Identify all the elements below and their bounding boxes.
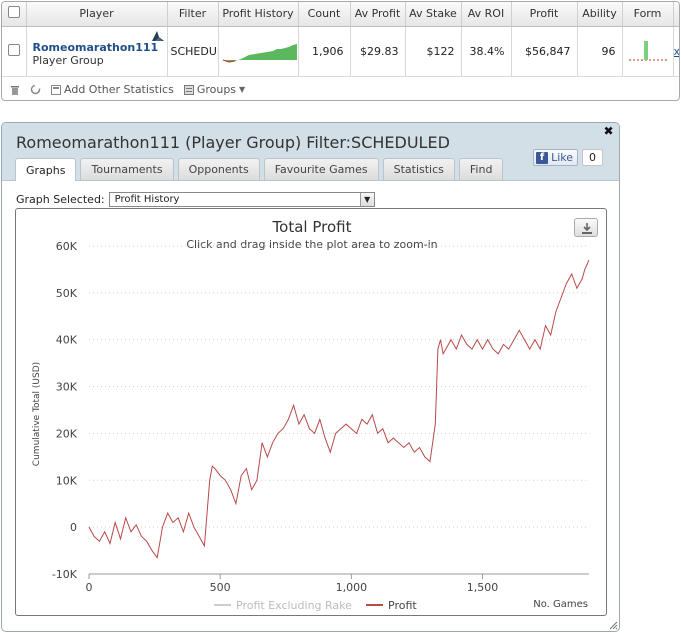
tab-tournaments[interactable]: Tournaments bbox=[80, 158, 174, 180]
column-header-ability[interactable]: Ability bbox=[577, 2, 623, 27]
x-tick-label: 0 bbox=[86, 581, 93, 594]
x-axis-label: No. Games bbox=[533, 599, 588, 610]
dialog-title: Romeomarathon111 (Player Group) Filter:S… bbox=[16, 133, 450, 152]
download-icon bbox=[582, 223, 592, 234]
column-header-av-profit[interactable]: Av Profit bbox=[350, 2, 406, 27]
chevron-down-icon[interactable]: ▼ bbox=[359, 193, 374, 206]
y-axis-label: Cumulative Total (USD) bbox=[32, 362, 42, 466]
trash-icon bbox=[11, 86, 19, 95]
chart-grid bbox=[89, 245, 589, 575]
profit-chart[interactable]: Total Profit Click and drag inside the p… bbox=[16, 209, 606, 615]
y-tick-label: 0 bbox=[70, 521, 77, 534]
dialog-header: Romeomarathon111 (Player Group) Filter:S… bbox=[2, 123, 619, 181]
column-header-profit[interactable]: Profit bbox=[511, 2, 578, 27]
add-other-statistics-button[interactable]: Add Other Statistics bbox=[51, 83, 174, 96]
player-stats-table: Player Filter Profit History Count Av Pr… bbox=[2, 2, 679, 77]
x-tick-label: 1,500 bbox=[467, 581, 499, 594]
facebook-like-widget: f Like 0 bbox=[533, 149, 603, 166]
x-tick-label: 500 bbox=[210, 581, 231, 594]
column-header-av-roi[interactable]: Av ROI bbox=[461, 2, 512, 27]
profit-cell: $56,847 bbox=[511, 26, 578, 77]
column-header-count[interactable]: Count bbox=[298, 2, 351, 27]
row-checkbox[interactable] bbox=[7, 43, 20, 56]
av-profit-cell: $29.83 bbox=[350, 26, 406, 77]
tab-favourite-games[interactable]: Favourite Games bbox=[263, 158, 379, 180]
remove-row-button[interactable]: x bbox=[673, 26, 679, 77]
select-all-header[interactable] bbox=[2, 2, 27, 27]
count-cell: 1,906 bbox=[298, 26, 351, 77]
delete-button[interactable] bbox=[10, 84, 20, 95]
facebook-icon: f bbox=[536, 151, 549, 164]
graph-select-row: Graph Selected: Profit History ▼ bbox=[16, 192, 375, 207]
add-stats-icon bbox=[51, 84, 61, 95]
ability-cell: 96 bbox=[577, 26, 623, 77]
form-cell bbox=[622, 26, 674, 77]
chart-subtitle: Click and drag inside the plot area to z… bbox=[186, 238, 437, 251]
graph-select-value: Profit History bbox=[114, 194, 180, 205]
column-header-spacer bbox=[673, 2, 679, 27]
column-header-filter[interactable]: Filter bbox=[167, 2, 219, 27]
tab-opponents[interactable]: Opponents bbox=[177, 158, 260, 180]
tab-find[interactable]: Find bbox=[458, 158, 504, 180]
profit-history-sparkline[interactable] bbox=[219, 27, 299, 73]
chevron-down-icon: ▼ bbox=[239, 85, 246, 94]
av-roi-cell: 38.4% bbox=[461, 26, 512, 77]
filter-cell: SCHEDULED bbox=[167, 26, 219, 77]
series-line-profit[interactable] bbox=[88, 259, 590, 559]
chart-series bbox=[88, 259, 590, 559]
player-dialog: Romeomarathon111 (Player Group) Filter:S… bbox=[1, 122, 620, 632]
groups-label: Groups bbox=[196, 83, 237, 96]
tab-statistics[interactable]: Statistics bbox=[382, 158, 455, 180]
tab-graphs[interactable]: Graphs bbox=[15, 158, 77, 181]
y-tick-label: 30K bbox=[56, 381, 78, 394]
groups-icon bbox=[183, 84, 194, 95]
y-tick-label: 10K bbox=[56, 474, 78, 487]
column-header-profit-history[interactable]: Profit History bbox=[218, 2, 299, 27]
y-tick-label: 60K bbox=[56, 240, 78, 253]
form-chart bbox=[628, 40, 668, 60]
graph-selected-label: Graph Selected: bbox=[16, 193, 105, 206]
player-cell: Romeomarathon111 Player Group bbox=[26, 26, 168, 77]
player-stats-panel: Player Filter Profit History Count Av Pr… bbox=[1, 1, 680, 101]
y-tick-label: -10K bbox=[52, 568, 78, 581]
table-row[interactable]: Romeomarathon111 Player Group SCHEDULED … bbox=[2, 26, 679, 77]
av-stake-cell: $122 bbox=[405, 26, 462, 77]
y-tick-label: 20K bbox=[56, 427, 78, 440]
x-axis-ticks: 0 500 1,000 1,500 bbox=[86, 573, 589, 594]
player-name-link[interactable]: Romeomarathon111 bbox=[32, 41, 159, 54]
chart-title: Total Profit bbox=[272, 218, 352, 236]
select-all-checkbox[interactable] bbox=[7, 6, 20, 19]
y-tick-label: 50K bbox=[56, 287, 78, 300]
row-select-cell[interactable] bbox=[2, 26, 27, 77]
legend-item-profit[interactable]: Profit bbox=[366, 599, 417, 612]
download-button[interactable] bbox=[574, 218, 598, 237]
table-header-row: Player Filter Profit History Count Av Pr… bbox=[2, 2, 679, 27]
facebook-like-label: Like bbox=[551, 151, 573, 164]
table-toolbar: Add Other Statistics Groups ▼ bbox=[2, 77, 679, 101]
legend-label-profit-excluding-rake: Profit Excluding Rake bbox=[236, 599, 352, 612]
chart-container: Total Profit Click and drag inside the p… bbox=[15, 208, 607, 616]
profit-history-cell[interactable] bbox=[218, 26, 299, 77]
refresh-icon bbox=[30, 84, 41, 95]
y-axis-ticks: -10K 0 10K 20K 30K 40K 50K 60K bbox=[52, 240, 78, 581]
refresh-button[interactable] bbox=[30, 84, 41, 95]
x-tick-label: 1,000 bbox=[336, 581, 368, 594]
chart-legend: Profit Excluding Rake Profit bbox=[214, 599, 417, 612]
close-icon[interactable]: ✖ bbox=[603, 124, 614, 138]
facebook-like-count: 0 bbox=[582, 149, 603, 166]
groups-dropdown[interactable]: Groups ▼ bbox=[183, 83, 246, 96]
facebook-like-button[interactable]: f Like bbox=[533, 149, 578, 166]
shark-icon bbox=[151, 30, 164, 41]
y-tick-label: 40K bbox=[56, 334, 78, 347]
column-header-player[interactable]: Player bbox=[26, 2, 168, 27]
player-group-label: Player Group bbox=[32, 54, 104, 67]
legend-item-profit-excluding-rake[interactable]: Profit Excluding Rake bbox=[214, 599, 352, 612]
column-header-av-stake[interactable]: Av Stake bbox=[405, 2, 462, 27]
column-header-form[interactable]: Form bbox=[622, 2, 674, 27]
dialog-tabs: Graphs Tournaments Opponents Favourite G… bbox=[15, 158, 504, 181]
graph-select-dropdown[interactable]: Profit History ▼ bbox=[108, 192, 375, 207]
legend-label-profit: Profit bbox=[388, 599, 417, 612]
resize-handle-icon[interactable] bbox=[608, 620, 618, 630]
add-other-statistics-label: Add Other Statistics bbox=[64, 83, 174, 96]
